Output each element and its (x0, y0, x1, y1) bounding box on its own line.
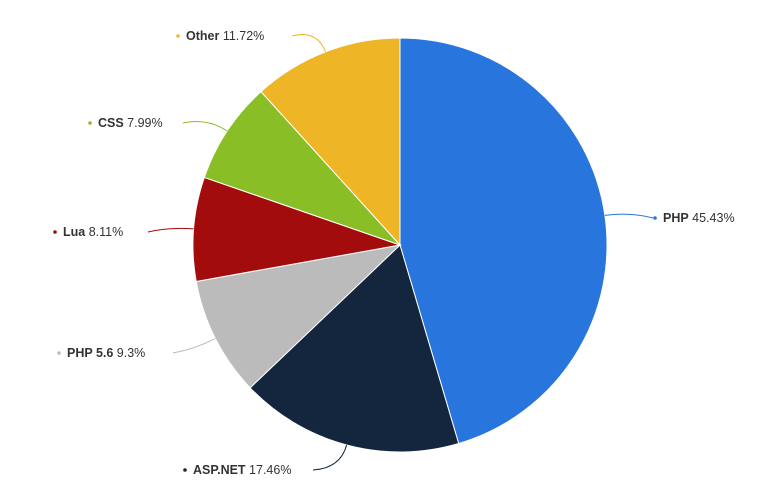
connector-css (182, 121, 228, 132)
label-value-php: 45.43% (689, 211, 735, 225)
connector-php-5-6 (172, 338, 216, 354)
label-value-other: 11.72% (219, 29, 264, 43)
label-asp-net: ASP.NET 17.46% (193, 463, 291, 477)
label-bullet-php-5-6 (57, 351, 61, 355)
label-bullet-lua (53, 230, 57, 234)
label-name-css: CSS (98, 116, 124, 130)
connector-php (604, 213, 654, 219)
connector-lua (147, 227, 194, 233)
label-name-other: Other (186, 29, 219, 43)
connector-other (291, 34, 326, 53)
label-bullet-other (176, 34, 180, 38)
slice-labels: PHP 45.43% ASP.NET 17.46% PHP 5.6 9.3% Lua … (53, 29, 735, 477)
pie-slices (192, 37, 608, 453)
connector-asp-net (312, 444, 348, 471)
slice-lua[interactable] (192, 176, 402, 283)
label-bullet-css (88, 121, 92, 125)
label-bullet-php (653, 216, 657, 220)
slice-php[interactable] (399, 37, 608, 445)
label-connectors (147, 34, 654, 471)
label-css: CSS 7.99% (98, 116, 163, 130)
label-name-lua: Lua (63, 225, 86, 239)
slice-asp-net[interactable] (249, 244, 460, 453)
slice-php-5-6[interactable] (195, 244, 402, 389)
slice-css[interactable] (203, 90, 401, 246)
label-value-lua: 8.11% (85, 225, 123, 239)
label-name-asp-net: ASP.NET (193, 463, 246, 477)
slice-other[interactable] (260, 37, 401, 247)
label-value-css: 7.99% (124, 116, 163, 130)
label-php-5-6: PHP 5.6 9.3% (67, 346, 145, 360)
label-lua: Lua 8.11% (63, 225, 123, 239)
label-value-asp-net: 17.46% (246, 463, 292, 477)
label-name-php-5-6: PHP 5.6 (67, 346, 113, 360)
label-value-php-5-6: 9.3% (113, 346, 145, 360)
label-other: Other 11.72% (186, 29, 264, 43)
label-name-php: PHP (663, 211, 689, 225)
label-bullet-asp-net (183, 468, 187, 472)
label-php: PHP 45.43% (663, 211, 735, 225)
